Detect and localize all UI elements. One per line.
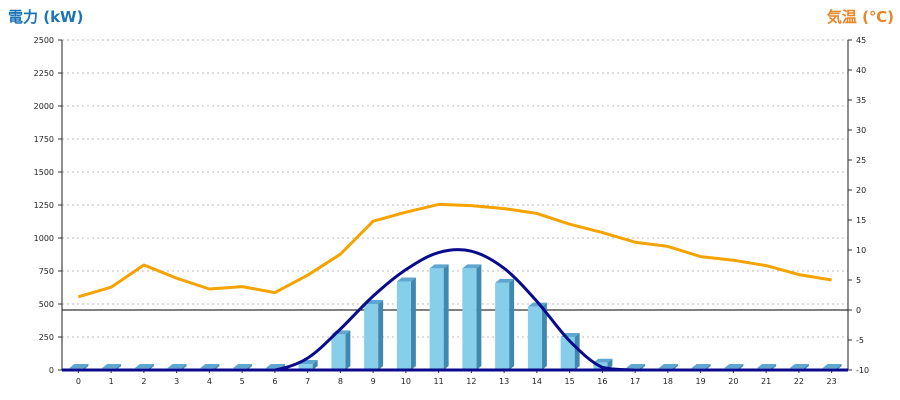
left-tick-label: 500	[39, 300, 54, 309]
bar-top	[429, 264, 449, 269]
x-tick-label: 18	[663, 377, 673, 386]
x-tick-label: 19	[696, 377, 706, 386]
bar-top	[102, 364, 122, 369]
left-tick-label: 1750	[34, 135, 54, 144]
right-tick-label: 40	[856, 66, 866, 75]
x-tick-label: 3	[174, 377, 179, 386]
right-tick-label: 45	[856, 36, 866, 45]
x-tick-label: 6	[272, 377, 277, 386]
bar	[527, 306, 542, 370]
temperature-line	[77, 202, 832, 299]
bar-top	[233, 364, 253, 369]
x-tick-label: 8	[338, 377, 343, 386]
bar-top	[658, 364, 678, 369]
right-tick-label: 15	[856, 216, 866, 225]
right-tick-label: 5	[856, 276, 861, 285]
x-tick-label: 22	[794, 377, 804, 386]
bar	[331, 334, 346, 370]
left-tick-label: 1250	[34, 201, 54, 210]
bar-side	[410, 277, 416, 370]
left-tick-label: 2000	[34, 102, 54, 111]
right-tick-label: 10	[856, 246, 866, 255]
right-tick-label: 30	[856, 126, 866, 135]
bar	[462, 268, 477, 370]
bar-top	[822, 364, 842, 369]
bar-top	[396, 277, 416, 282]
bar	[298, 364, 313, 370]
x-tick-label: 5	[240, 377, 245, 386]
left-tick-label: 250	[39, 333, 54, 342]
bar-top	[495, 278, 515, 283]
bar-top	[69, 364, 89, 369]
left-tick-label: 1000	[34, 234, 54, 243]
right-tick-label: 35	[856, 96, 866, 105]
x-tick-label: 9	[371, 377, 376, 386]
bar-top	[789, 364, 809, 369]
left-tick-label: 750	[39, 267, 54, 276]
left-tick-label: 0	[49, 366, 54, 375]
x-tick-label: 14	[532, 377, 542, 386]
right-tick-label: 0	[856, 306, 861, 315]
bar-top	[691, 364, 711, 369]
x-tick-label: 16	[597, 377, 607, 386]
x-tick-label: 21	[761, 377, 771, 386]
x-tick-label: 10	[401, 377, 411, 386]
bar-side	[443, 264, 449, 370]
x-tick-label: 13	[499, 377, 509, 386]
bar-side	[345, 330, 351, 370]
right-axis-title: 気温 (℃)	[826, 8, 894, 26]
x-tick-label: 17	[630, 377, 640, 386]
bar-side	[476, 264, 482, 370]
bar	[364, 304, 379, 370]
bar-side	[541, 302, 547, 370]
bar-top	[593, 358, 613, 363]
right-tick-label: 25	[856, 156, 866, 165]
bar	[495, 282, 510, 370]
x-tick-label: 0	[76, 377, 81, 386]
left-axis-title: 電力 (kW)	[8, 8, 84, 26]
x-tick-label: 23	[827, 377, 837, 386]
bar-top	[724, 364, 744, 369]
x-tick-label: 11	[434, 377, 444, 386]
x-tick-label: 4	[207, 377, 212, 386]
x-tick-label: 20	[728, 377, 738, 386]
x-tick-label: 12	[466, 377, 476, 386]
right-tick-label: 20	[856, 186, 866, 195]
bar-top	[462, 264, 482, 269]
bar-side	[312, 360, 318, 370]
bar	[560, 337, 575, 370]
left-tick-label: 2250	[34, 69, 54, 78]
bar-top	[265, 364, 285, 369]
bar-side	[509, 278, 515, 370]
bar-top	[134, 364, 154, 369]
left-tick-label: 2500	[34, 36, 54, 45]
bar-side	[574, 333, 580, 370]
left-tick-label: 1500	[34, 168, 54, 177]
bar	[396, 281, 411, 370]
bar	[429, 268, 444, 370]
right-tick-label: -10	[856, 366, 869, 375]
right-tick-label: -5	[856, 336, 864, 345]
bar-top	[200, 364, 220, 369]
bar-top	[167, 364, 187, 369]
power-curve-line	[78, 248, 832, 372]
x-tick-label: 2	[141, 377, 146, 386]
x-tick-label: 15	[565, 377, 575, 386]
x-tick-label: 1	[109, 377, 114, 386]
bar-top	[626, 364, 646, 369]
x-tick-label: 7	[305, 377, 310, 386]
bar-side	[378, 300, 384, 370]
bar-top	[757, 364, 777, 369]
